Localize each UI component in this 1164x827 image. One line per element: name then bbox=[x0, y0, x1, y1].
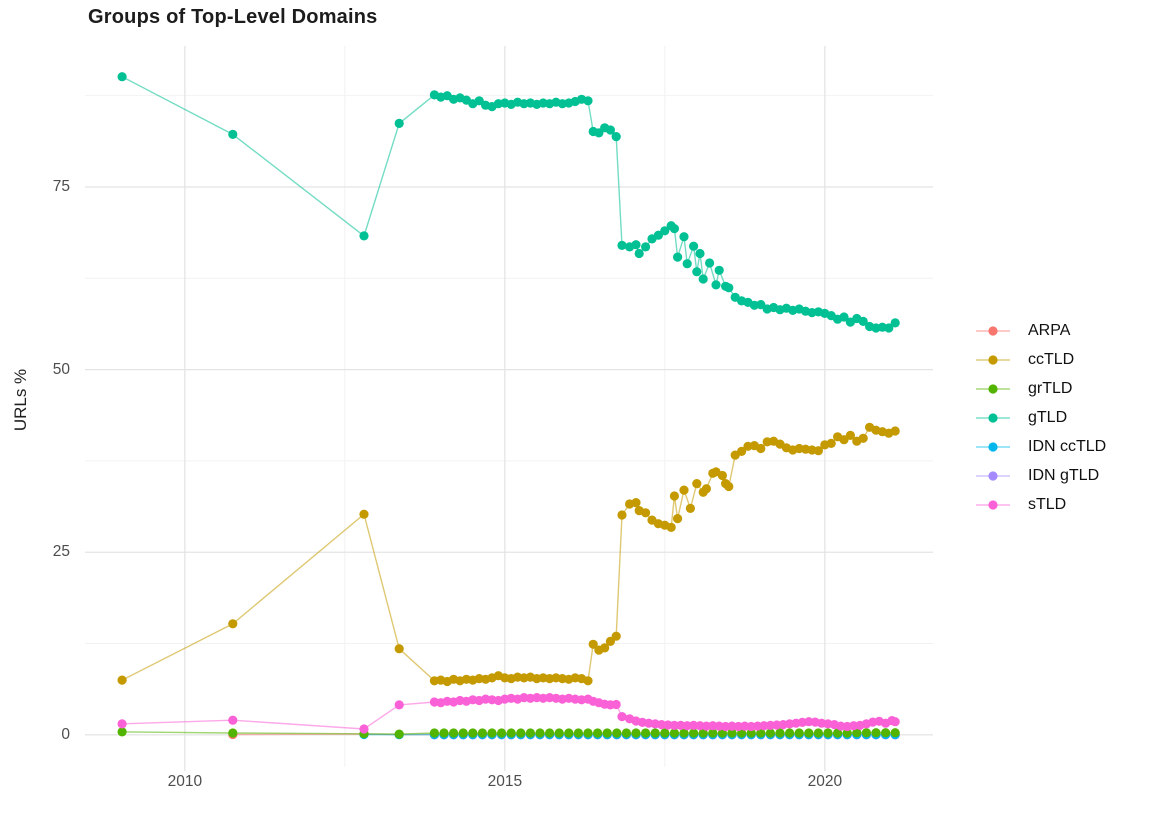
legend-item-cctld: ccTLD bbox=[975, 349, 1106, 371]
y-tick-label: 50 bbox=[52, 360, 70, 378]
legend-label: ARPA bbox=[1028, 322, 1071, 339]
y-tick-label: 0 bbox=[61, 725, 70, 743]
chart-legend: ARPA ccTLD grTLD gTLD IDN ccTLD IDN gTLD… bbox=[975, 320, 1106, 516]
legend-item-gtld: gTLD bbox=[975, 407, 1106, 429]
legend-label: IDN gTLD bbox=[1028, 467, 1100, 484]
y-tick-label: 75 bbox=[52, 177, 70, 195]
legend-key-icon bbox=[976, 442, 1010, 452]
legend-key-icon bbox=[976, 500, 1010, 510]
legend-label: ccTLD bbox=[1028, 351, 1075, 368]
legend-key-icon bbox=[976, 413, 1010, 423]
y-tick-label: 25 bbox=[52, 543, 70, 561]
x-tick-label: 2010 bbox=[167, 773, 203, 790]
legend-item-idn-gtld: IDN gTLD bbox=[975, 465, 1106, 487]
legend-label: IDN ccTLD bbox=[1028, 438, 1107, 455]
legend-key-icon bbox=[976, 326, 1010, 336]
chart-title: Groups of Top-Level Domains bbox=[88, 6, 378, 28]
legend-item-arpa: ARPA bbox=[975, 320, 1106, 342]
x-tick-label: 2020 bbox=[807, 773, 843, 790]
legend-key-icon bbox=[976, 471, 1010, 481]
x-tick-label: 2015 bbox=[487, 773, 523, 790]
legend-item-idn-cctld: IDN ccTLD bbox=[975, 436, 1106, 458]
legend-key-icon bbox=[976, 355, 1010, 365]
legend-label: grTLD bbox=[1028, 380, 1073, 397]
legend-key-icon bbox=[976, 384, 1010, 394]
legend-label: sTLD bbox=[1028, 496, 1067, 513]
legend-item-stld: sTLD bbox=[975, 494, 1106, 516]
legend-label: gTLD bbox=[1028, 409, 1068, 426]
legend-item-grtld: grTLD bbox=[975, 378, 1106, 400]
